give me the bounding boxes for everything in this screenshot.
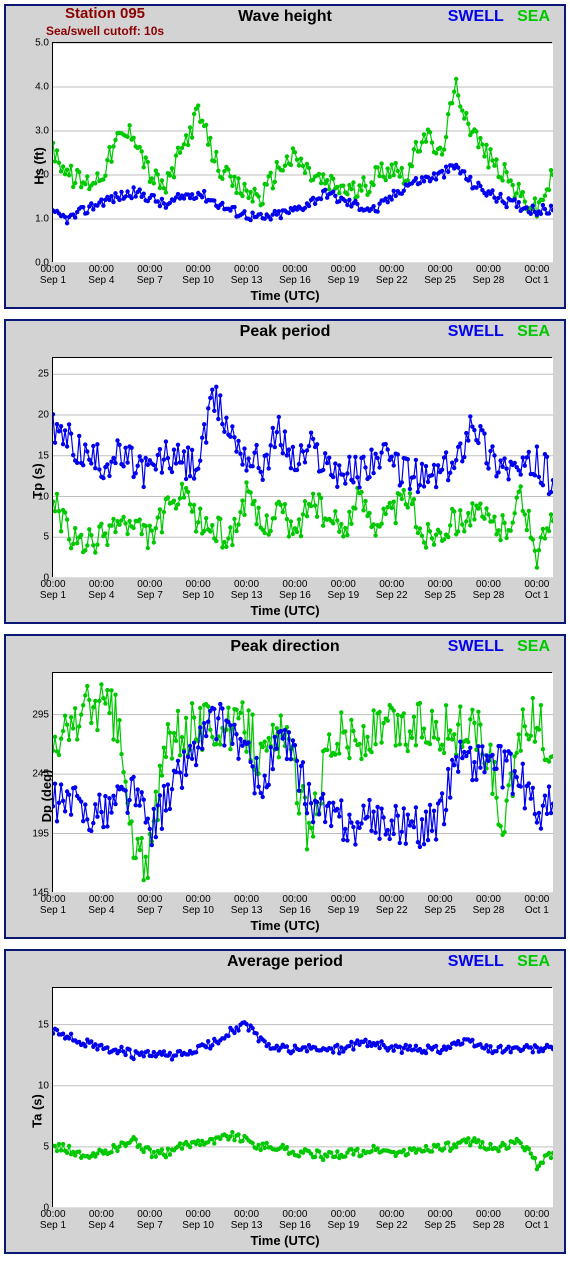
ytick-label: 15 <box>38 1019 53 1030</box>
legend: SWELL SEA <box>448 323 550 341</box>
xtick-label: 00:00Oct 1 <box>519 265 555 286</box>
xtick-label: 00:00Oct 1 <box>519 580 555 601</box>
legend-sea: SEA <box>517 323 550 340</box>
legend-swell: SWELL <box>448 323 504 340</box>
plot-area: 145195245295 00:00Sep 100:00Sep 400:00Se… <box>52 672 552 892</box>
xtick-label: 00:00Sep 16 <box>277 895 313 916</box>
xtick-label: 00:00Sep 25 <box>422 580 458 601</box>
xtick-label: 00:00Sep 28 <box>470 580 506 601</box>
xtick-label: 00:00Sep 10 <box>180 895 216 916</box>
plot-svg <box>53 43 553 263</box>
legend-swell: SWELL <box>448 8 504 25</box>
ytick-label: 3.0 <box>35 126 53 137</box>
xtick-label: 00:00Sep 19 <box>325 895 361 916</box>
panel-peak-period: Peak period SWELL SEA Tp (s) 0510152025 … <box>4 319 566 624</box>
xtick-label: 00:00Sep 28 <box>470 895 506 916</box>
xtick-label: 00:00Sep 25 <box>422 1210 458 1231</box>
xtick-label: 00:00Sep 16 <box>277 1210 313 1231</box>
ytick-label: 2.0 <box>35 170 53 181</box>
xtick-label: 00:00Sep 10 <box>180 265 216 286</box>
legend-swell: SWELL <box>448 953 504 970</box>
xtick-label: 00:00Sep 13 <box>229 895 265 916</box>
xtick-label: 00:00Sep 28 <box>470 1210 506 1231</box>
ytick-label: 10 <box>38 1080 53 1091</box>
ytick-label: 5 <box>43 1141 53 1152</box>
ytick-label: 195 <box>32 828 53 839</box>
xtick-label: 00:00Sep 22 <box>374 1210 410 1231</box>
legend: SWELL SEA <box>448 638 550 656</box>
plot-area: 051015 00:00Sep 100:00Sep 400:00Sep 700:… <box>52 987 552 1207</box>
legend-swell: SWELL <box>448 638 504 655</box>
xtick-label: 00:00Sep 25 <box>422 895 458 916</box>
legend-sea: SEA <box>517 638 550 655</box>
xtick-label: 00:00Sep 25 <box>422 265 458 286</box>
legend-sea: SEA <box>517 8 550 25</box>
plot-area: 0510152025 00:00Sep 100:00Sep 400:00Sep … <box>52 357 552 577</box>
xtick-label: 00:00Oct 1 <box>519 1210 555 1231</box>
xtick-label: 00:00Sep 1 <box>35 580 71 601</box>
legend: SWELL SEA <box>448 953 550 971</box>
ytick-label: 295 <box>32 709 53 720</box>
x-axis-label: Time (UTC) <box>12 1233 558 1248</box>
panel-wave-height: Station 095Sea/swell cutoff: 10s Wave he… <box>4 4 566 309</box>
xtick-label: 00:00Sep 7 <box>132 265 168 286</box>
xtick-label: 00:00Sep 4 <box>83 265 119 286</box>
xtick-label: 00:00Sep 10 <box>180 1210 216 1231</box>
plot-svg <box>53 988 553 1208</box>
legend-sea: SEA <box>517 953 550 970</box>
xtick-label: 00:00Sep 7 <box>132 895 168 916</box>
panel-avg-period: Average period SWELL SEA Ta (s) 051015 0… <box>4 949 566 1254</box>
xtick-label: 00:00Sep 13 <box>229 1210 265 1231</box>
x-axis-label: Time (UTC) <box>12 288 558 303</box>
x-axis-label: Time (UTC) <box>12 603 558 618</box>
xtick-label: 00:00Sep 4 <box>83 895 119 916</box>
xtick-label: 00:00Sep 16 <box>277 580 313 601</box>
ytick-label: 15 <box>38 450 53 461</box>
ytick-label: 5.0 <box>35 38 53 49</box>
xtick-label: 00:00Sep 13 <box>229 580 265 601</box>
xtick-label: 00:00Sep 19 <box>325 1210 361 1231</box>
xtick-label: 00:00Sep 22 <box>374 265 410 286</box>
xtick-label: 00:00Sep 7 <box>132 1210 168 1231</box>
xtick-label: 00:00Sep 13 <box>229 265 265 286</box>
xtick-label: 00:00Sep 1 <box>35 895 71 916</box>
ytick-label: 4.0 <box>35 82 53 93</box>
legend: SWELL SEA <box>448 8 550 26</box>
ytick-label: 1.0 <box>35 214 53 225</box>
plot-svg <box>53 358 553 578</box>
xtick-label: 00:00Sep 1 <box>35 265 71 286</box>
xtick-label: 00:00Sep 4 <box>83 580 119 601</box>
xtick-label: 00:00Sep 16 <box>277 265 313 286</box>
xtick-label: 00:00Sep 22 <box>374 580 410 601</box>
plot-svg <box>53 673 553 893</box>
xtick-label: 00:00Sep 7 <box>132 580 168 601</box>
ytick-label: 25 <box>38 369 53 380</box>
ytick-label: 5 <box>43 532 53 543</box>
ytick-label: 10 <box>38 491 53 502</box>
xtick-label: 00:00Sep 22 <box>374 895 410 916</box>
xtick-label: 00:00Sep 1 <box>35 1210 71 1231</box>
xtick-label: 00:00Sep 4 <box>83 1210 119 1231</box>
panel-peak-direction: Peak direction SWELL SEA Dp (deg) 145195… <box>4 634 566 939</box>
plot-area: 0.01.02.03.04.05.0 00:00Sep 100:00Sep 40… <box>52 42 552 262</box>
xtick-label: 00:00Sep 19 <box>325 580 361 601</box>
ytick-label: 245 <box>32 769 53 780</box>
xtick-label: 00:00Oct 1 <box>519 895 555 916</box>
xtick-label: 00:00Sep 28 <box>470 265 506 286</box>
y-axis-label: Ta (s) <box>29 1094 44 1128</box>
ytick-label: 20 <box>38 410 53 421</box>
xtick-label: 00:00Sep 19 <box>325 265 361 286</box>
x-axis-label: Time (UTC) <box>12 918 558 933</box>
xtick-label: 00:00Sep 10 <box>180 580 216 601</box>
